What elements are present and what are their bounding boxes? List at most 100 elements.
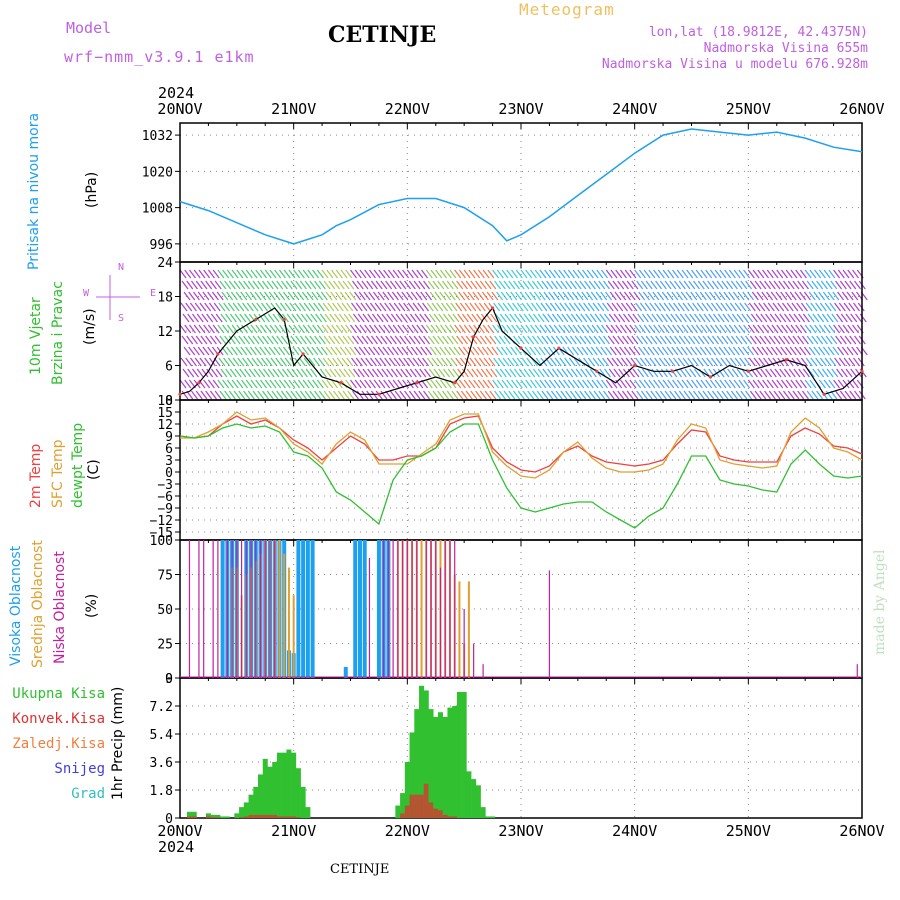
wind-barb-streak bbox=[243, 335, 251, 345]
wind-barb-streak bbox=[499, 313, 507, 323]
wind-barb-streak bbox=[235, 346, 243, 356]
wind-barb-streak bbox=[757, 379, 765, 389]
wind-barb-streak bbox=[676, 324, 684, 334]
wind-barb-streak bbox=[326, 324, 334, 334]
wind-barb-streak bbox=[852, 269, 860, 279]
wind-barb-streak bbox=[292, 291, 300, 301]
wind-barb-streak bbox=[650, 390, 658, 400]
wind-barb-streak bbox=[643, 324, 651, 334]
wind-barb-streak bbox=[449, 324, 457, 334]
wind-barb-streak bbox=[725, 357, 733, 367]
wind-barb-streak bbox=[725, 302, 733, 312]
wind-barb-streak bbox=[263, 368, 270, 378]
wind-barb-streak bbox=[752, 269, 760, 279]
wind-barb-streak bbox=[636, 335, 644, 345]
wind-barb-streak bbox=[585, 313, 593, 323]
wind-barb-streak bbox=[693, 390, 700, 400]
wind-barb-streak bbox=[253, 368, 261, 378]
wind-barb-streak bbox=[368, 324, 376, 334]
wind-barb-streak bbox=[700, 379, 708, 389]
wind-barb-streak bbox=[709, 269, 717, 279]
wind-barb-streak bbox=[786, 302, 794, 312]
wind-barb-streak bbox=[383, 324, 391, 334]
wind-barb-streak bbox=[533, 291, 541, 301]
wind-barb-streak bbox=[458, 291, 466, 301]
wind-barb-streak bbox=[322, 302, 330, 312]
precip-total-bar bbox=[414, 709, 420, 818]
wind-barb-streak bbox=[664, 335, 672, 345]
wind-barb-streak bbox=[781, 324, 788, 334]
wind-barb-streak bbox=[348, 313, 356, 323]
precip-total-bar bbox=[300, 786, 306, 818]
wind-barb-streak bbox=[254, 346, 262, 356]
wind-barb-streak bbox=[644, 302, 652, 312]
wind-barb-streak bbox=[735, 280, 743, 290]
wind-barb-streak bbox=[239, 313, 247, 323]
wind-barb-streak bbox=[317, 302, 325, 312]
wind-barb-streak bbox=[463, 324, 471, 334]
wind-barb-streak bbox=[716, 280, 724, 290]
wind-barb-streak bbox=[323, 280, 331, 290]
wind-barb-streak bbox=[823, 269, 831, 279]
wind-barb-streak bbox=[361, 280, 369, 290]
wind-barb-streak bbox=[245, 269, 253, 279]
wind-barb-streak bbox=[665, 313, 673, 323]
cloud-low-bar bbox=[387, 540, 389, 678]
wind-gust-point bbox=[670, 369, 675, 373]
wind-barb-streak bbox=[255, 269, 263, 279]
wind-barb-streak bbox=[619, 269, 627, 279]
wind-barb-streak bbox=[401, 346, 409, 356]
wind-barb-streak bbox=[256, 302, 264, 312]
wind-barb-streak bbox=[595, 346, 603, 356]
wind-barb-streak bbox=[605, 291, 612, 301]
wind-barb-streak bbox=[444, 379, 452, 389]
wind-barb-streak bbox=[660, 313, 668, 323]
wind-barb-streak bbox=[556, 368, 564, 378]
wind-barb-streak bbox=[529, 291, 537, 301]
wind-barb-streak bbox=[838, 302, 846, 312]
wind-barb-streak bbox=[740, 280, 748, 290]
wind-barb-streak bbox=[413, 390, 421, 400]
wind-barb-streak bbox=[367, 368, 375, 378]
wind-barb-streak bbox=[721, 335, 729, 345]
wind-barb-streak bbox=[353, 313, 360, 323]
wind-barb-streak bbox=[579, 335, 587, 345]
wind-barb-streak bbox=[440, 324, 447, 334]
wind-barb-streak bbox=[821, 368, 829, 378]
wind-barb-streak bbox=[203, 269, 211, 279]
wind-barb-streak bbox=[295, 390, 303, 400]
wind-barb-streak bbox=[374, 302, 382, 312]
wind-barb-streak bbox=[840, 368, 848, 378]
wind-barb-streak bbox=[837, 379, 845, 389]
wind-barb-streak bbox=[443, 368, 450, 378]
wind-barb-streak bbox=[437, 390, 445, 400]
wind-barb-streak bbox=[268, 291, 276, 301]
wind-barb-streak bbox=[206, 313, 214, 323]
lonlat-info: lon,lat (18.9812E, 42.4375N) bbox=[648, 25, 868, 40]
wind-barb-streak bbox=[226, 269, 234, 279]
precip-total-bar bbox=[452, 706, 458, 818]
wind-barb-streak bbox=[787, 280, 795, 290]
pressure-ytick-label: 1032 bbox=[142, 129, 173, 144]
wind-barb-streak bbox=[808, 346, 816, 356]
wind-barb-streak bbox=[605, 269, 613, 279]
wind-barb-streak bbox=[681, 324, 689, 334]
wind-barb-streak bbox=[240, 346, 248, 356]
wind-unit: (m/s) bbox=[82, 308, 98, 345]
precip-total-bar bbox=[400, 793, 406, 818]
wind-barb-streak bbox=[437, 280, 445, 290]
wind-barb-streak bbox=[403, 302, 411, 312]
wind-barb-streak bbox=[752, 379, 760, 389]
time-tick-top: 24NOV bbox=[612, 100, 657, 118]
wind-barb-streak bbox=[267, 368, 275, 378]
wind-barb-streak bbox=[847, 324, 855, 334]
wind-barb-streak bbox=[706, 357, 714, 367]
wind-barb-streak bbox=[312, 379, 320, 389]
wind-barb-streak bbox=[660, 368, 668, 378]
wind-barb-streak bbox=[744, 302, 752, 312]
wind-barb-streak bbox=[511, 269, 519, 279]
wind-barb-streak bbox=[423, 335, 431, 345]
station-title: CETINJE bbox=[328, 22, 437, 48]
wind-barb-streak bbox=[204, 357, 212, 367]
dewpt-line bbox=[179, 423, 863, 529]
